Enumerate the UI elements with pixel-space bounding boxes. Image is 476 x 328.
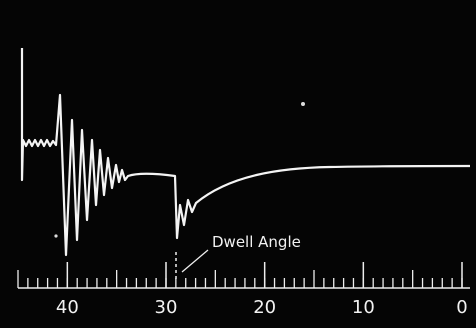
annotation: Dwell Angle — [212, 233, 301, 251]
screen-background — [0, 0, 476, 328]
page: Dwell Angle 403020100 (() => { const dat… — [0, 0, 476, 328]
tick-label: 30 — [155, 297, 178, 318]
tick-label: 20 — [253, 297, 276, 318]
tick-label: 40 — [56, 297, 79, 318]
phosphor-dot — [54, 234, 57, 237]
phosphor-dot — [301, 102, 305, 106]
tick-label: 10 — [352, 297, 375, 318]
oscilloscope-screen: Dwell Angle 40 30 20 10 0 — [0, 0, 476, 328]
tick-label: 0 — [456, 297, 467, 318]
